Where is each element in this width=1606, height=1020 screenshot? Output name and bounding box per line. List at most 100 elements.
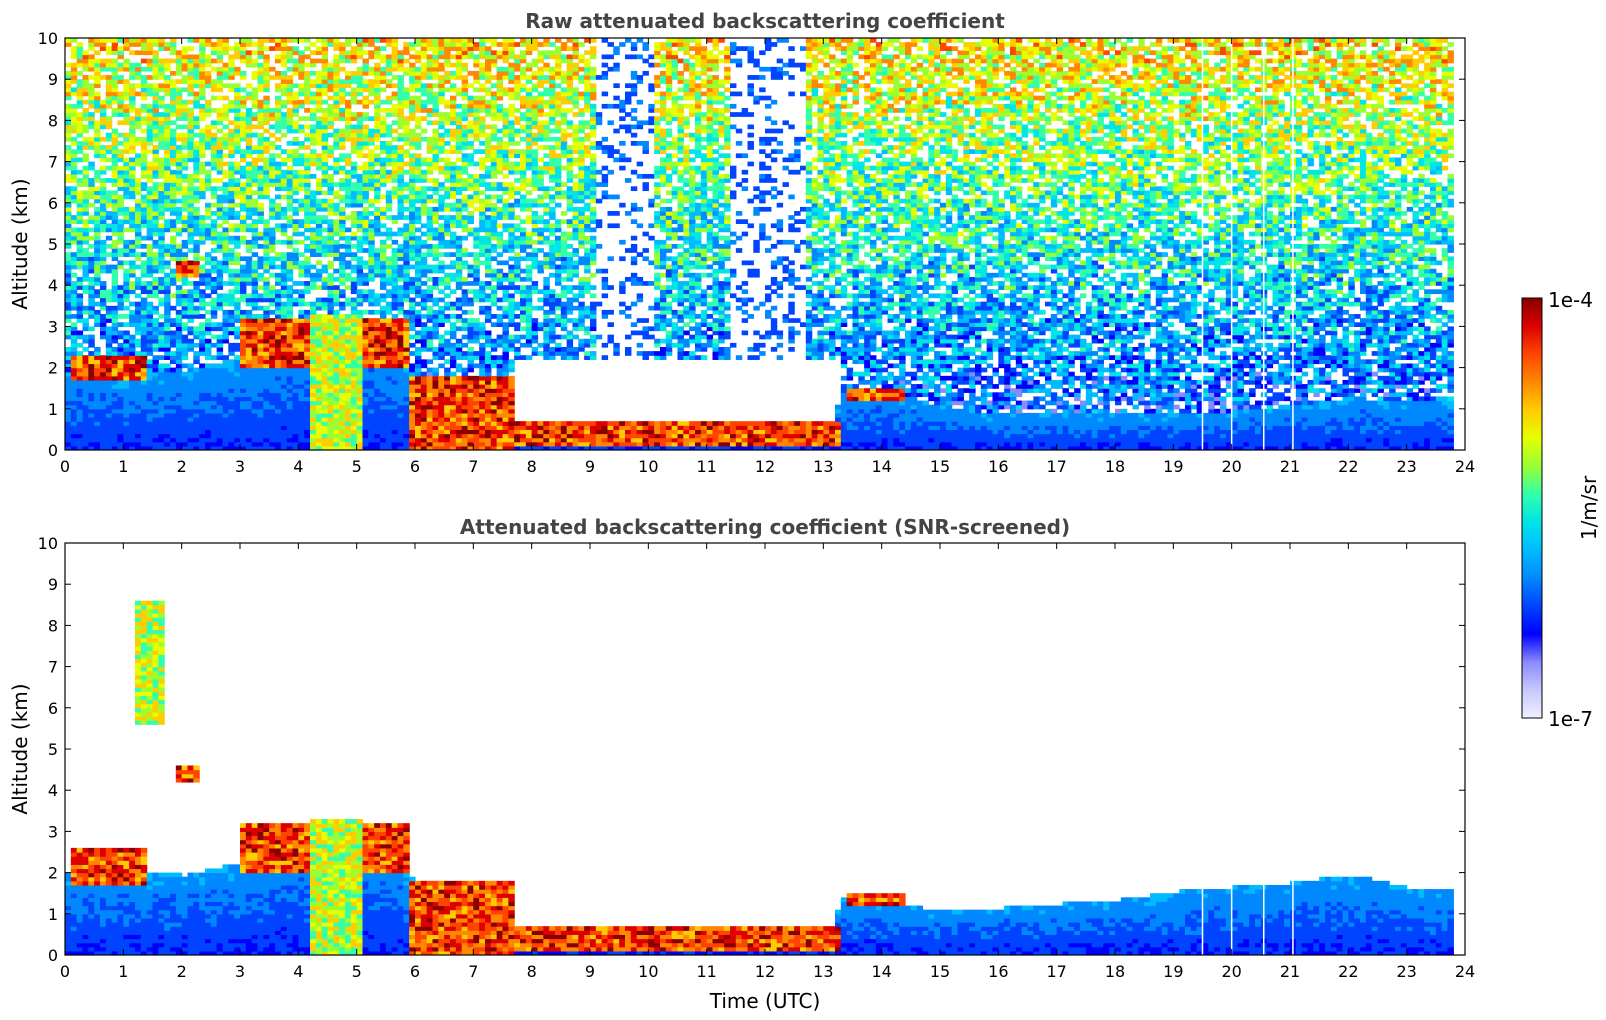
heatmap-cell	[117, 202, 124, 208]
heatmap-cell	[333, 367, 340, 373]
heatmap-cell	[205, 404, 212, 410]
heatmap-cell	[199, 62, 206, 68]
heatmap-cell	[140, 408, 148, 414]
heatmap-cell	[403, 433, 410, 439]
heatmap-cell	[70, 70, 78, 76]
heatmap-cell	[403, 396, 410, 402]
heatmap-cell	[292, 223, 299, 229]
heatmap-cell	[380, 46, 387, 51]
heatmap-cell	[205, 421, 212, 426]
heatmap-cell	[193, 326, 200, 332]
heatmap-cell	[216, 379, 224, 385]
heatmap-cell	[82, 396, 89, 402]
heatmap-cell	[193, 186, 200, 192]
heatmap-cell	[146, 375, 154, 381]
heatmap-cell	[152, 404, 159, 410]
heatmap-cell	[117, 260, 124, 266]
heatmap-cell	[280, 347, 288, 352]
heatmap-cell	[327, 379, 334, 385]
heatmap-cell	[310, 42, 317, 47]
heatmap-cell	[286, 252, 294, 257]
heatmap-cell	[339, 396, 346, 402]
heatmap-cell	[292, 38, 299, 43]
heatmap-cell	[117, 112, 124, 117]
heatmap-cell	[286, 445, 294, 450]
heatmap-cell	[257, 388, 264, 393]
heatmap-cell	[129, 227, 136, 233]
heatmap-cell	[205, 83, 212, 89]
heatmap-cell	[362, 50, 369, 56]
heatmap-cell	[129, 178, 136, 183]
heatmap-cell	[152, 252, 159, 257]
heatmap-cell	[339, 256, 346, 262]
heatmap-cell	[82, 276, 89, 282]
heatmap-cell	[385, 309, 393, 315]
heatmap-cell	[374, 384, 381, 389]
heatmap-cell	[187, 318, 194, 323]
heatmap-cell	[269, 46, 276, 51]
heatmap-cell	[100, 326, 107, 332]
heatmap-cell	[88, 355, 95, 360]
heatmap-cell	[385, 256, 393, 262]
heatmap-cell	[82, 83, 89, 89]
heatmap-cell	[368, 445, 375, 450]
heatmap-cell	[129, 441, 136, 447]
heatmap-cell	[164, 128, 171, 134]
heatmap-cell	[94, 388, 101, 393]
heatmap-cell	[385, 293, 393, 299]
heatmap-cell	[356, 297, 364, 303]
heatmap-cell	[111, 108, 119, 113]
heatmap-cell	[140, 202, 148, 208]
heatmap-cell	[76, 190, 84, 196]
heatmap-cell	[158, 437, 165, 443]
heatmap-cell	[240, 342, 247, 348]
heatmap-cell	[140, 388, 148, 393]
heatmap-cell	[391, 285, 399, 290]
heatmap-cell	[199, 223, 206, 229]
heatmap-cell	[374, 219, 381, 224]
heatmap-cell	[304, 256, 311, 262]
heatmap-cell	[100, 116, 107, 121]
heatmap-cell	[350, 50, 358, 56]
heatmap-cell	[409, 219, 416, 224]
heatmap-cell	[409, 145, 416, 150]
heatmap-cell	[199, 305, 206, 311]
heatmap-cell	[275, 297, 282, 303]
heatmap-cell	[380, 161, 387, 167]
heatmap-cell	[333, 425, 340, 430]
heatmap-cell	[356, 314, 364, 319]
heatmap-cell	[327, 149, 334, 154]
heatmap-cell	[76, 244, 84, 249]
heatmap-cell	[257, 186, 264, 192]
heatmap-cell	[374, 367, 381, 373]
heatmap-cell	[263, 355, 270, 360]
heatmap-cell	[216, 297, 224, 303]
heatmap-cell	[304, 244, 311, 249]
heatmap-cell	[385, 173, 393, 179]
heatmap-cell	[240, 297, 247, 303]
heatmap-cell	[216, 108, 224, 113]
heatmap-cell	[350, 375, 358, 381]
heatmap-cell	[409, 79, 416, 84]
heatmap-cell	[228, 293, 235, 299]
heatmap-cell	[105, 79, 113, 84]
heatmap-cell	[135, 309, 142, 315]
heatmap-cell	[129, 421, 136, 426]
heatmap-cell	[181, 351, 189, 356]
heatmap-cell	[70, 227, 78, 233]
heatmap-cell	[216, 211, 224, 216]
heatmap-cell	[76, 371, 84, 377]
heatmap-cell	[275, 223, 282, 229]
heatmap-cell	[205, 342, 212, 348]
heatmap-cell	[251, 404, 259, 410]
heatmap-cell	[135, 363, 142, 369]
heatmap-cell	[158, 186, 165, 192]
heatmap-cell	[403, 91, 410, 97]
heatmap-cell	[210, 124, 218, 130]
heatmap-cell	[397, 404, 404, 410]
heatmap-cell	[240, 396, 247, 402]
heatmap-cell	[350, 116, 358, 121]
heatmap-cell	[228, 322, 235, 327]
heatmap-cell	[403, 264, 410, 270]
heatmap-cell	[88, 244, 95, 249]
